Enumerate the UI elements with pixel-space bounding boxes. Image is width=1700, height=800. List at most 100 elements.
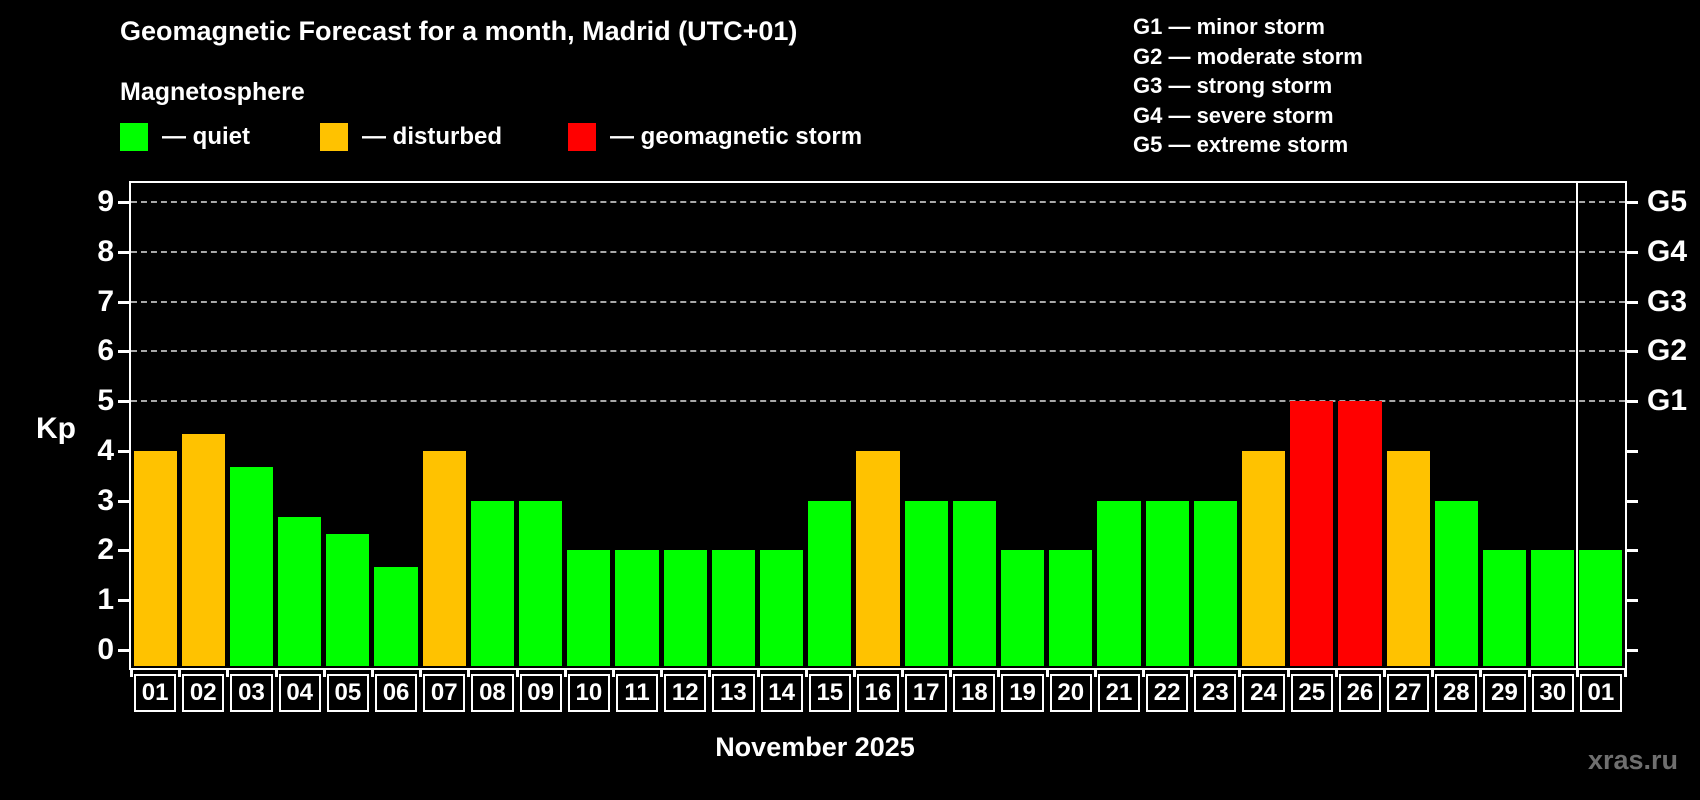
day-label-23: 23 (1194, 674, 1237, 712)
legend-item-quiet: — quiet (120, 122, 250, 152)
y-tick-left-1 (118, 599, 131, 603)
kp-bar-30 (1531, 550, 1575, 666)
kp-bar-15 (808, 500, 852, 666)
x-tick-31 (1624, 668, 1627, 677)
day-label-7: 07 (423, 674, 466, 712)
y-tick-left-2 (118, 549, 131, 553)
month-separator (1575, 183, 1578, 668)
g-axis-label-g3: G3 (1647, 284, 1688, 318)
storm-swatch-icon (568, 123, 596, 151)
kp-bar-17 (904, 500, 948, 666)
x-tick-21 (1142, 668, 1146, 677)
x-tick-2 (226, 668, 230, 677)
y-tick-label-4: 4 (97, 433, 114, 467)
x-tick-25 (1334, 668, 1338, 677)
kp-bar-09 (519, 500, 563, 666)
day-label-14: 14 (760, 674, 803, 712)
day-label-1: 01 (134, 674, 177, 712)
kp-bar-28 (1434, 500, 1478, 666)
g-axis-label-g2: G2 (1647, 334, 1688, 368)
chart-title: Geomagnetic Forecast for a month, Madrid… (120, 16, 798, 46)
y-tick-left-8 (118, 250, 131, 254)
day-label-4: 04 (278, 674, 321, 712)
kp-bar-04 (278, 517, 322, 666)
kp-bar-19 (1000, 550, 1045, 666)
y-tick-right-9 (1625, 200, 1638, 204)
day-label-25: 25 (1290, 674, 1333, 712)
day-label-12: 12 (664, 674, 707, 712)
day-label-28: 28 (1435, 674, 1478, 712)
gridline-kp7 (131, 300, 1625, 303)
gridline-kp6 (131, 350, 1625, 353)
y-tick-label-9: 9 (97, 184, 114, 218)
y-tick-left-4 (118, 449, 131, 453)
y-tick-label-0: 0 (97, 633, 114, 666)
y-tick-right-7 (1625, 300, 1638, 304)
gridline-kp5 (131, 400, 1625, 403)
x-tick-29 (1527, 668, 1531, 677)
day-label-2: 02 (182, 674, 225, 712)
legend-item-storm: — geomagnetic storm (568, 122, 862, 152)
day-label-29: 29 (1483, 674, 1526, 712)
y-tick-right-8 (1625, 250, 1638, 254)
quiet-swatch-icon (120, 123, 148, 151)
x-tick-28 (1479, 668, 1483, 677)
y-tick-left-6 (118, 350, 131, 354)
g-scale-line-g4: G4 — severe storm (1133, 102, 1334, 128)
x-tick-15 (852, 668, 856, 677)
day-label-30: 30 (1531, 674, 1574, 712)
y-tick-right-6 (1625, 350, 1638, 354)
day-label-22: 22 (1146, 674, 1189, 712)
legend-label-storm: — geomagnetic storm (610, 123, 863, 150)
y-tick-right-4 (1625, 449, 1638, 453)
x-tick-9 (563, 668, 567, 677)
kp-bar-05 (326, 534, 370, 666)
day-label-13: 13 (712, 674, 755, 712)
y-tick-label-8: 8 (97, 234, 114, 268)
kp-bar-14 (760, 550, 804, 666)
x-tick-19 (1045, 668, 1049, 677)
x-tick-12 (708, 668, 712, 677)
kp-bar-25 (1290, 401, 1334, 666)
day-label-5: 05 (326, 674, 369, 712)
x-tick-1 (178, 668, 182, 677)
day-label-24: 24 (1242, 674, 1285, 712)
x-tick-16 (901, 668, 905, 677)
day-label-27: 27 (1387, 674, 1430, 712)
legend-label-disturbed: — disturbed (362, 123, 503, 150)
x-tick-17 (949, 668, 953, 677)
kp-bar-23 (1193, 500, 1237, 666)
disturbed-swatch-icon (320, 123, 348, 151)
kp-bar-24 (1241, 450, 1286, 666)
kp-bar-10 (567, 550, 611, 666)
x-tick-11 (660, 668, 664, 677)
kp-bar-01 (1579, 550, 1623, 666)
day-label-26: 26 (1338, 674, 1382, 712)
day-label-3: 03 (230, 674, 273, 712)
x-tick-7 (467, 668, 471, 677)
chart-subtitle: Magnetosphere (120, 78, 305, 106)
y-tick-label-5: 5 (97, 384, 114, 418)
day-label-20: 20 (1049, 674, 1092, 712)
y-axis-title: Kp (36, 412, 76, 445)
x-tick-27 (1431, 668, 1435, 677)
plot-frame (129, 181, 1627, 670)
kp-bar-02 (181, 434, 225, 666)
y-tick-right-0 (1625, 649, 1638, 652)
day-label-18: 18 (953, 674, 996, 712)
kp-bar-08 (470, 500, 515, 666)
kp-bar-01 (133, 450, 177, 666)
y-tick-label-1: 1 (97, 583, 114, 617)
y-tick-left-3 (118, 499, 131, 503)
g-scale-line-g1: G1 — minor storm (1133, 14, 1325, 39)
kp-bar-11 (615, 550, 659, 666)
kp-bar-27 (1386, 450, 1430, 666)
g-scale-line-g5: G5 — extreme storm (1133, 132, 1349, 157)
y-tick-left-9 (118, 200, 131, 204)
x-tick-20 (1093, 668, 1097, 677)
day-label-31: 01 (1579, 674, 1622, 712)
day-label-17: 17 (905, 674, 948, 712)
x-tick-18 (997, 668, 1001, 677)
y-tick-left-5 (118, 400, 131, 404)
